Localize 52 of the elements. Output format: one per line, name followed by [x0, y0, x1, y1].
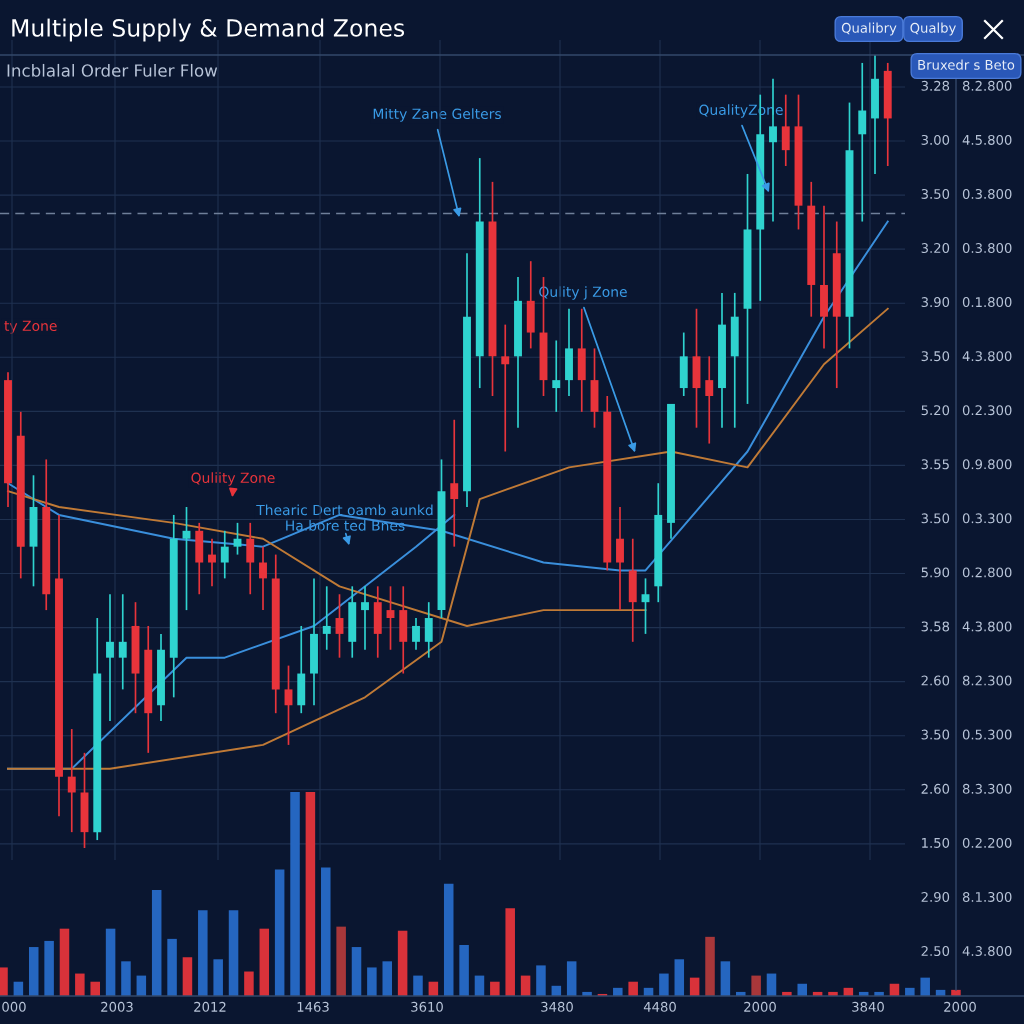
text: 2012 [194, 1001, 226, 1012]
text: 0.1.800 [962, 297, 1012, 308]
text: 4.5.800 [962, 134, 1012, 145]
text: 5.90 [921, 567, 950, 578]
text: 3.90 [921, 297, 950, 308]
text: 3.50 [921, 729, 950, 740]
text: 3.20 [921, 243, 950, 254]
text: 3.55 [921, 459, 949, 470]
annotation: 2.90 [921, 891, 950, 902]
annotation: Quliity Zone [191, 472, 275, 486]
annotation: 4.3.800 [962, 946, 1012, 957]
annotation: 8.3.300 [962, 783, 1012, 794]
annotation: 8.1.300 [962, 891, 1012, 902]
text: 2.60 [921, 675, 950, 686]
text: Qualby [910, 22, 956, 36]
text: 0.9.800 [962, 459, 1012, 470]
text: 3.28 [921, 80, 950, 91]
text: 0.3.800 [962, 188, 1012, 199]
annotation: 2.60 [921, 783, 950, 794]
annotation: 2.50 [921, 946, 950, 957]
text: 2000 [944, 1001, 976, 1012]
text: 5.20 [921, 405, 950, 416]
annotation: Mitty Zane Gelters [373, 108, 501, 122]
text: 4480 [643, 1001, 676, 1012]
text: 3.50 [921, 513, 950, 524]
text: 0.3.300 [962, 513, 1012, 524]
text: 2003 [101, 1001, 133, 1012]
text: 3.00 [921, 134, 950, 145]
annotation: 1.50 [922, 837, 950, 848]
text: 0.2.300 [962, 405, 1012, 416]
text: 3840 [852, 1001, 884, 1012]
text: 3480 [541, 1001, 573, 1012]
text: 0.2.800 [962, 567, 1012, 578]
text: 2000 [744, 1001, 776, 1012]
chart-subtitle: Incblalal Order Fuler Flow [7, 63, 218, 77]
text: 000 [2, 1001, 26, 1012]
text: 3.50 [921, 351, 950, 362]
text: 1463 [297, 1001, 329, 1012]
annotation: ty Zone [4, 320, 57, 334]
text: 8.2.800 [962, 80, 1012, 91]
text: 0.5.300 [962, 729, 1012, 740]
chart-title: Multiple Supply & Demand Zones [12, 18, 405, 42]
text: 3.50 [921, 188, 950, 199]
text: 3.58 [921, 621, 950, 632]
text: Bruxedr s Beto [918, 59, 1015, 70]
text: 4.3.800 [962, 351, 1012, 362]
text: 3610 [411, 1001, 443, 1012]
annotation: 0.2.200 [962, 837, 1012, 848]
text: 4.3.800 [962, 621, 1012, 632]
text: Qualibry [841, 22, 897, 36]
text: 8.2.300 [962, 675, 1012, 686]
text: 0.3.800 [962, 243, 1012, 254]
